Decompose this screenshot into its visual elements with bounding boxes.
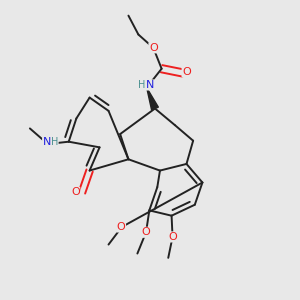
Text: N: N [43,137,51,147]
Text: O: O [117,222,125,232]
Text: O: O [141,227,150,237]
Polygon shape [147,88,158,110]
Text: H: H [138,80,146,90]
Text: O: O [169,232,178,242]
Text: N: N [146,80,154,90]
Text: H: H [51,137,58,147]
Text: O: O [149,43,158,53]
Text: O: O [182,67,191,77]
Text: O: O [71,188,80,197]
